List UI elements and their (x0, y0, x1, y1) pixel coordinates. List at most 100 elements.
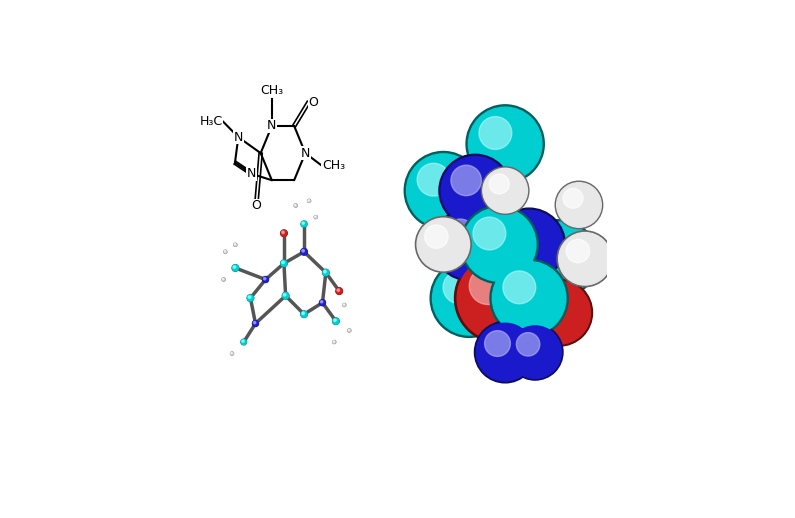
Circle shape (241, 339, 246, 345)
Circle shape (343, 304, 346, 307)
Circle shape (334, 319, 336, 322)
Circle shape (247, 295, 254, 301)
Text: CH₃: CH₃ (322, 160, 345, 172)
Circle shape (463, 208, 536, 281)
Circle shape (320, 300, 323, 303)
Circle shape (333, 318, 339, 324)
Text: O: O (308, 95, 319, 109)
Text: N: N (267, 120, 277, 133)
Circle shape (566, 239, 590, 263)
Circle shape (301, 249, 307, 255)
Circle shape (323, 269, 329, 276)
Circle shape (242, 340, 244, 342)
Circle shape (281, 260, 287, 267)
Circle shape (284, 294, 286, 296)
Circle shape (315, 216, 316, 217)
Circle shape (301, 221, 307, 227)
Circle shape (556, 183, 601, 227)
Circle shape (301, 249, 308, 255)
Circle shape (333, 341, 335, 343)
Circle shape (336, 288, 343, 294)
Circle shape (262, 277, 269, 282)
Circle shape (247, 295, 254, 301)
Circle shape (294, 204, 297, 207)
Circle shape (232, 265, 238, 271)
Circle shape (282, 293, 289, 299)
Text: H₃C: H₃C (200, 114, 223, 128)
Circle shape (234, 243, 237, 247)
Circle shape (482, 167, 529, 214)
Circle shape (425, 225, 448, 248)
Text: CH₃: CH₃ (260, 84, 283, 97)
Circle shape (503, 271, 536, 304)
Circle shape (490, 259, 568, 337)
Circle shape (439, 154, 511, 227)
Circle shape (466, 105, 545, 183)
Circle shape (302, 222, 304, 224)
Text: O: O (251, 199, 261, 212)
Circle shape (483, 168, 527, 213)
Circle shape (451, 165, 482, 196)
Circle shape (406, 154, 480, 227)
Circle shape (537, 289, 564, 318)
Circle shape (430, 259, 508, 337)
Circle shape (348, 329, 351, 332)
Circle shape (343, 304, 344, 305)
Circle shape (253, 321, 258, 326)
Circle shape (301, 221, 307, 227)
Circle shape (301, 311, 308, 318)
Circle shape (520, 220, 598, 298)
Circle shape (435, 210, 503, 279)
Circle shape (248, 296, 250, 298)
Circle shape (460, 205, 538, 283)
Circle shape (234, 243, 237, 246)
Circle shape (443, 271, 476, 304)
Circle shape (232, 265, 238, 271)
Circle shape (475, 321, 536, 383)
Circle shape (231, 352, 234, 355)
Circle shape (263, 277, 268, 282)
Circle shape (224, 250, 227, 253)
Circle shape (495, 210, 563, 279)
Circle shape (241, 339, 246, 344)
Circle shape (507, 324, 563, 380)
Circle shape (445, 219, 475, 250)
Circle shape (476, 323, 534, 381)
Circle shape (264, 278, 266, 280)
Circle shape (555, 181, 603, 228)
Circle shape (557, 231, 613, 287)
Circle shape (479, 117, 512, 149)
Circle shape (337, 289, 339, 291)
Circle shape (254, 322, 256, 324)
Circle shape (333, 341, 335, 342)
Circle shape (485, 330, 510, 356)
Circle shape (314, 215, 317, 219)
Circle shape (492, 262, 566, 335)
Circle shape (533, 232, 566, 264)
Circle shape (222, 278, 225, 281)
Circle shape (308, 199, 311, 203)
Circle shape (323, 269, 329, 276)
Circle shape (493, 208, 565, 281)
Circle shape (468, 107, 542, 181)
Circle shape (320, 300, 325, 306)
Circle shape (417, 218, 470, 271)
Circle shape (433, 208, 506, 281)
Circle shape (332, 318, 339, 324)
Circle shape (509, 326, 561, 378)
Circle shape (324, 270, 326, 273)
Circle shape (455, 254, 544, 343)
Circle shape (301, 311, 307, 317)
Text: N: N (247, 167, 257, 180)
Circle shape (517, 333, 540, 356)
Circle shape (457, 256, 541, 340)
Circle shape (417, 163, 450, 196)
Circle shape (336, 288, 343, 294)
Circle shape (233, 266, 235, 268)
Circle shape (522, 222, 595, 296)
Circle shape (320, 300, 325, 306)
Circle shape (469, 267, 506, 305)
Circle shape (231, 352, 234, 355)
Circle shape (347, 329, 351, 332)
Circle shape (314, 215, 317, 219)
